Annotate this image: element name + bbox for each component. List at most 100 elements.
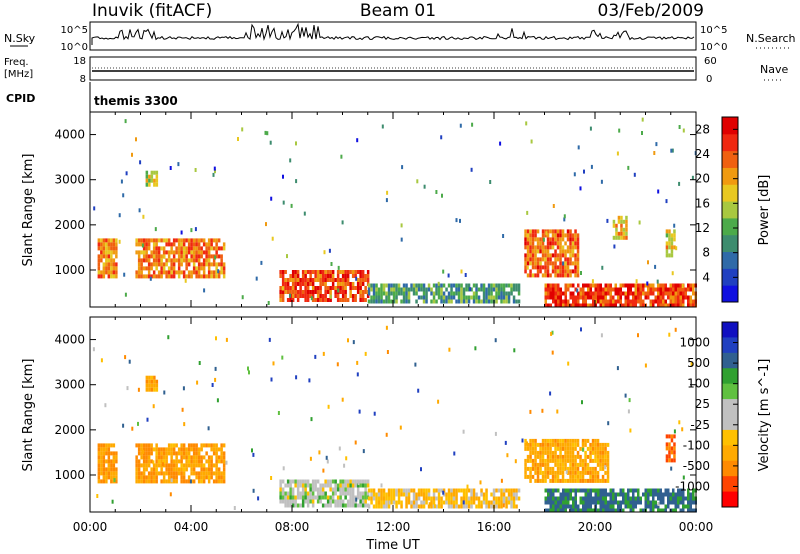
heatmap-cell xyxy=(536,269,540,274)
heatmap-cell xyxy=(482,496,486,501)
heatmap-cell xyxy=(559,299,562,304)
heatmap-cell xyxy=(137,274,141,279)
heatmap-cell xyxy=(529,253,532,258)
heatmap-cell xyxy=(677,287,680,292)
heatmap-cell xyxy=(547,500,550,505)
heatmap-cell xyxy=(614,508,617,513)
heatmap-cell xyxy=(554,442,557,447)
heatmap-cell xyxy=(475,299,478,304)
heatmap-cell xyxy=(190,250,193,255)
heatmap-cell xyxy=(546,269,550,274)
heatmap-cell xyxy=(672,496,675,501)
heatmap-cell xyxy=(559,291,562,296)
heatmap-cell xyxy=(614,303,617,308)
heatmap-cell xyxy=(539,265,542,270)
heatmap-cell xyxy=(309,483,312,488)
heatmap-cell xyxy=(180,451,183,456)
heatmap-cell xyxy=(584,438,587,443)
heatmap-cell xyxy=(351,479,355,484)
heatmap-cell xyxy=(215,463,218,468)
heatmap-cell xyxy=(370,295,373,300)
heatmap-cell xyxy=(561,438,565,443)
heatmap-cell xyxy=(319,286,322,290)
heatmap-cell xyxy=(165,270,168,275)
heatmap-cell xyxy=(110,475,113,480)
heatmap-cell xyxy=(110,262,113,267)
heatmap-cell xyxy=(534,466,537,471)
heatmap-cell xyxy=(546,442,550,447)
heatmap-cell xyxy=(554,233,557,238)
heatmap-cell xyxy=(294,499,297,504)
heatmap-cell xyxy=(150,375,154,380)
heatmap-cell xyxy=(102,246,106,251)
heatmap-cell xyxy=(547,508,550,513)
heatmap-cell xyxy=(495,291,498,296)
heatmap-cell xyxy=(321,270,325,274)
heatmap-cell xyxy=(652,283,655,288)
heatmap-cell xyxy=(356,138,359,143)
heatmap-cell xyxy=(296,278,300,282)
heatmap-cell xyxy=(222,246,226,251)
heatmap-cell xyxy=(625,219,628,224)
heatmap-cell xyxy=(115,270,118,275)
heatmap-cell xyxy=(586,470,590,475)
heatmap-cell xyxy=(364,495,367,500)
heatmap-cell xyxy=(637,287,640,292)
heatmap-cell xyxy=(361,495,365,500)
heatmap-cell xyxy=(192,258,196,263)
heatmap-cell xyxy=(662,508,665,513)
heatmap-cell xyxy=(445,287,448,292)
heatmap-cell xyxy=(440,283,443,288)
heatmap-cell xyxy=(492,295,496,300)
heatmap-cell xyxy=(304,483,307,488)
heatmap-cell xyxy=(562,496,565,501)
heatmap-cell xyxy=(556,458,560,463)
heatmap-cell xyxy=(517,299,521,304)
heatmap-cell xyxy=(524,245,527,250)
heatmap-cell xyxy=(172,238,176,243)
heatmap-cell xyxy=(306,495,310,500)
heatmap-cell xyxy=(214,169,216,174)
heatmap-cell xyxy=(170,266,173,271)
heatmap-cell xyxy=(670,438,674,443)
heatmap-cell xyxy=(591,279,594,284)
heatmap-cell xyxy=(539,249,542,254)
heatmap-cell xyxy=(102,479,106,484)
heatmap-cell xyxy=(351,270,355,274)
heatmap-cell xyxy=(202,471,206,476)
heatmap-cell xyxy=(435,291,438,296)
heatmap-cell xyxy=(524,253,527,258)
heatmap-cell xyxy=(215,471,218,476)
heatmap-cell xyxy=(649,287,652,292)
heatmap-cell xyxy=(339,278,342,282)
heatmap-cell xyxy=(682,500,685,505)
heatmap-cell xyxy=(554,500,557,505)
heatmap-cell xyxy=(597,496,600,501)
heatmap-cell xyxy=(172,459,176,464)
heatmap-cell xyxy=(291,270,295,274)
heatmap-cell xyxy=(684,504,687,509)
heatmap-cell xyxy=(596,442,600,447)
heatmap-cell xyxy=(296,270,300,274)
heatmap-cell xyxy=(467,287,471,292)
heatmap-cell xyxy=(561,458,565,463)
heatmap-cell xyxy=(172,254,176,259)
heatmap-cell xyxy=(602,299,605,304)
heatmap-cell xyxy=(97,246,101,251)
heatmap-cell xyxy=(574,273,577,278)
heatmap-cell xyxy=(544,470,547,475)
heatmap-cell xyxy=(145,387,149,392)
heatmap-cell xyxy=(622,303,625,308)
heatmap-cell xyxy=(529,269,532,274)
heatmap-cell xyxy=(687,295,690,300)
colorbar-segment xyxy=(722,368,738,385)
heatmap-cell xyxy=(425,291,428,296)
heatmap-cell xyxy=(673,442,676,447)
heatmap-cell xyxy=(599,478,602,483)
heatmap-cell xyxy=(432,496,436,501)
heatmap-cell xyxy=(157,258,161,263)
heatmap-cell xyxy=(212,238,216,243)
heatmap-cell xyxy=(152,467,156,472)
heatmap-cell xyxy=(377,488,381,493)
heatmap-cell xyxy=(665,233,669,238)
